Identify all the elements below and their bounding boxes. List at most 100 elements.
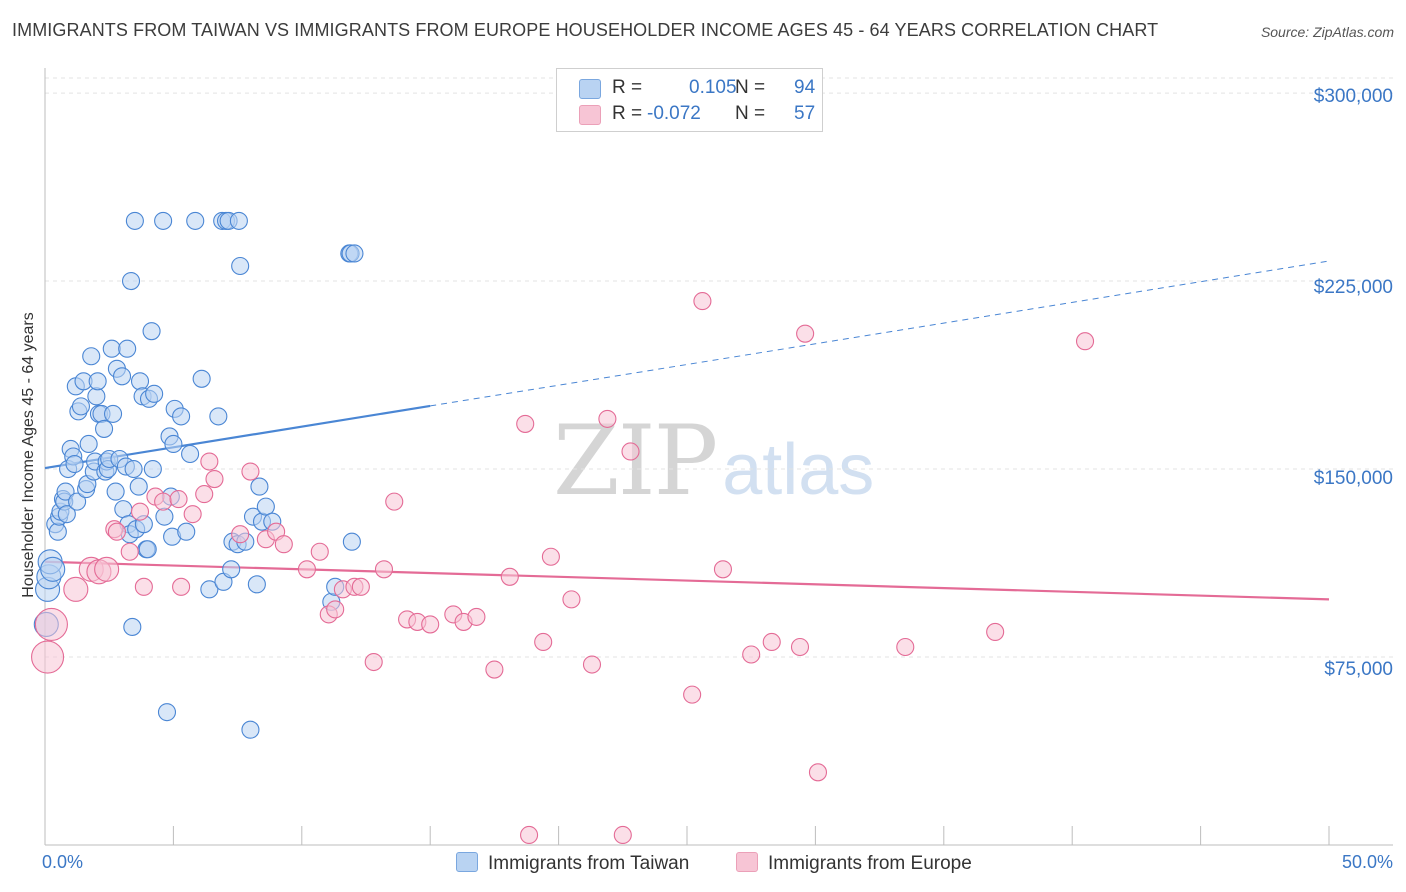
watermark-atlas: atlas: [722, 430, 875, 510]
legend-n-value: 94: [794, 77, 816, 98]
europe-point: [326, 600, 345, 619]
europe-point: [205, 470, 224, 489]
taiwan-point: [124, 459, 143, 479]
taiwan-point: [114, 500, 133, 519]
taiwan-point: [154, 211, 173, 230]
taiwan-point: [112, 367, 132, 386]
y-tick-label: $75,000: [1324, 659, 1393, 680]
y-tick-label: $225,000: [1313, 277, 1393, 298]
europe-point: [134, 577, 153, 596]
europe-point: [796, 324, 815, 343]
taiwan-point: [125, 211, 144, 230]
europe-point: [169, 490, 188, 509]
taiwan-point: [129, 477, 148, 496]
europe-point: [986, 622, 1005, 642]
legend-r-value: -0.072: [647, 103, 701, 124]
trend-line-taiwan-extension: [430, 260, 1330, 407]
europe-point: [364, 652, 383, 672]
taiwan-point: [68, 492, 87, 511]
legend-r-value: 0.105: [689, 77, 737, 98]
europe-point: [63, 576, 89, 602]
europe-point: [485, 660, 504, 679]
taiwan-point: [56, 482, 75, 501]
taiwan-point: [222, 560, 241, 579]
y-tick-label: $300,000: [1313, 86, 1393, 107]
legend-r-label: R =: [612, 103, 643, 124]
taiwan-point: [102, 339, 121, 358]
europe-point: [297, 560, 316, 579]
legend-series-name: Immigrants from Taiwan: [488, 853, 690, 874]
taiwan-point: [256, 497, 275, 516]
taiwan-point: [71, 397, 91, 416]
taiwan-point: [209, 407, 228, 426]
europe-point: [120, 542, 139, 561]
taiwan-point: [164, 434, 183, 454]
europe-point: [31, 640, 65, 674]
europe-point: [713, 560, 733, 579]
taiwan-point: [342, 532, 361, 551]
taiwan-point: [118, 339, 137, 358]
taiwan-point: [157, 703, 177, 722]
europe-point: [374, 560, 394, 579]
taiwan-point: [130, 372, 150, 391]
europe-point: [195, 485, 214, 504]
europe-point: [762, 632, 781, 652]
europe-point: [421, 615, 440, 634]
europe-point: [274, 535, 293, 554]
europe-point: [385, 492, 404, 511]
source-label: Source: ZipAtlas.com: [1260, 24, 1394, 40]
x-tick-label: 50.0%: [1341, 852, 1393, 872]
taiwan-point: [106, 482, 125, 501]
taiwan-point: [121, 271, 141, 291]
taiwan-point: [250, 477, 269, 496]
europe-point: [621, 442, 640, 461]
axes: [44, 68, 1393, 846]
europe-point: [562, 590, 581, 609]
taiwan-point: [57, 505, 76, 524]
europe-point: [500, 567, 519, 586]
europe-point: [200, 452, 219, 471]
legend-r-label: R =: [612, 77, 643, 98]
taiwan-point: [123, 617, 142, 636]
legend-swatch-taiwan: [456, 852, 478, 872]
europe-point: [790, 637, 810, 657]
chart-title: IMMIGRANTS FROM TAIWAN VS IMMIGRANTS FRO…: [12, 20, 1159, 40]
europe-point: [541, 547, 560, 566]
europe-point: [1075, 332, 1095, 351]
legend-swatch-europe: [579, 105, 601, 125]
europe-point: [896, 637, 915, 657]
europe-point: [94, 556, 120, 582]
europe-point: [351, 577, 370, 596]
taiwan-point: [142, 322, 161, 341]
taiwan-point: [95, 419, 114, 438]
taiwan-point: [247, 575, 266, 594]
series-legend-taiwan: Immigrants from Taiwan: [456, 852, 689, 875]
taiwan-point: [229, 211, 248, 230]
taiwan-point: [155, 507, 174, 526]
taiwan-point: [40, 556, 66, 582]
taiwan-point: [143, 459, 162, 479]
europe-point: [130, 502, 150, 521]
europe-point: [183, 505, 202, 524]
correlation-legend: R = 0.105 N = 94 R = -0.072 N = 57: [556, 68, 823, 132]
legend-swatch-europe: [736, 852, 758, 872]
taiwan-point: [181, 444, 200, 464]
x-tick-label: 0.0%: [42, 852, 84, 872]
europe-point: [613, 825, 632, 845]
europe-point: [34, 607, 68, 641]
europe-point: [534, 632, 553, 652]
series-legend-europe: Immigrants from Europe: [736, 852, 972, 875]
taiwan-point: [79, 434, 98, 454]
watermark-zip: ZIP: [553, 405, 718, 517]
trend-line-europe: [44, 560, 1330, 601]
taiwan-point: [65, 454, 84, 474]
legend-n-label: N =: [735, 103, 766, 124]
taiwan-point: [241, 720, 260, 739]
taiwan-point: [82, 347, 101, 366]
legend-swatch-taiwan: [579, 79, 601, 99]
europe-point: [310, 542, 329, 561]
taiwan-point: [177, 522, 196, 541]
europe-point: [808, 763, 828, 782]
europe-point: [693, 292, 712, 311]
